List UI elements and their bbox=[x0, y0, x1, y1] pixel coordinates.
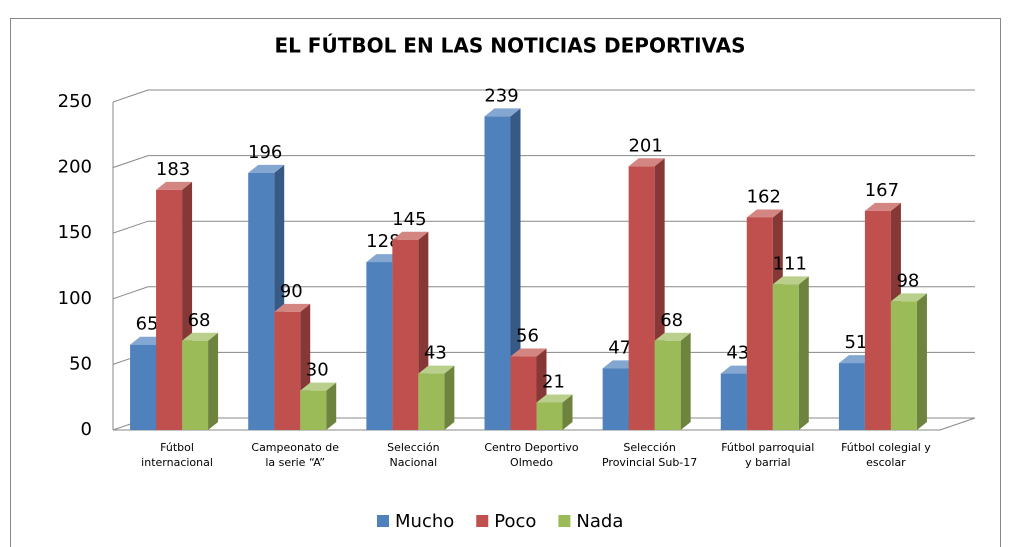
value-label: 90 bbox=[280, 281, 303, 302]
x-tick-label: Selección Nacional bbox=[387, 441, 440, 469]
legend-label: Nada bbox=[576, 511, 623, 532]
value-label: 167 bbox=[865, 180, 899, 201]
value-label: 196 bbox=[248, 142, 282, 163]
x-tick-label: Campeonato de la serie “A” bbox=[251, 441, 340, 469]
value-label: 43 bbox=[726, 343, 749, 364]
value-label: 43 bbox=[424, 343, 447, 364]
value-label: 183 bbox=[156, 159, 190, 180]
bar-top bbox=[890, 293, 927, 302]
bar-top bbox=[156, 181, 193, 190]
bar bbox=[536, 402, 563, 430]
bar-side bbox=[208, 332, 219, 430]
value-label: 65 bbox=[136, 314, 159, 335]
bar bbox=[720, 373, 747, 430]
value-label: 68 bbox=[188, 310, 211, 331]
bar-top bbox=[484, 108, 521, 117]
bar bbox=[130, 344, 157, 430]
bar-side bbox=[326, 382, 337, 430]
bar bbox=[248, 172, 275, 430]
bar bbox=[864, 210, 891, 430]
value-label: 145 bbox=[392, 209, 426, 230]
value-label: 162 bbox=[747, 186, 781, 207]
bar bbox=[772, 284, 799, 430]
x-tick-label: Fútbol colegial y escolar bbox=[841, 441, 931, 469]
bar-side bbox=[916, 293, 927, 430]
grid-line bbox=[112, 286, 975, 300]
bar bbox=[628, 166, 655, 430]
bar-side bbox=[510, 108, 521, 430]
bar bbox=[156, 189, 183, 430]
y-tick-label: 150 bbox=[58, 222, 92, 243]
value-label: 111 bbox=[773, 253, 807, 274]
bar-top bbox=[392, 231, 429, 240]
legend-swatch bbox=[476, 515, 489, 527]
bar bbox=[510, 356, 537, 430]
x-tick-label: Fútbol internacional bbox=[141, 441, 213, 469]
bar bbox=[838, 363, 865, 430]
bar-top bbox=[418, 365, 455, 374]
y-tick-label: 250 bbox=[58, 91, 92, 112]
value-label: 201 bbox=[628, 135, 662, 156]
grid-line bbox=[112, 155, 975, 169]
bar-top bbox=[510, 348, 547, 357]
bar-top bbox=[248, 164, 285, 173]
y-tick-label: 50 bbox=[69, 353, 92, 374]
value-label: 239 bbox=[484, 85, 518, 106]
x-tick-label: Selección Provincial Sub-17 bbox=[601, 441, 698, 469]
grid-line bbox=[112, 89, 975, 103]
bar bbox=[484, 116, 511, 430]
bar-side bbox=[444, 365, 455, 430]
value-label: 30 bbox=[306, 360, 329, 381]
value-label: 51 bbox=[844, 332, 867, 353]
bar-side bbox=[562, 394, 573, 430]
bar bbox=[300, 390, 327, 430]
bar bbox=[602, 368, 629, 430]
y-tick-label: 0 bbox=[81, 419, 92, 440]
floor-line bbox=[939, 417, 976, 431]
bar-top bbox=[274, 303, 311, 312]
bar-top bbox=[772, 276, 809, 285]
y-tick-label: 100 bbox=[58, 288, 92, 309]
legend-swatch bbox=[558, 515, 571, 527]
bar bbox=[890, 301, 917, 430]
bar bbox=[418, 373, 445, 430]
value-label: 98 bbox=[896, 270, 919, 291]
grid-line bbox=[112, 220, 975, 234]
value-label: 68 bbox=[660, 310, 683, 331]
bar-top bbox=[300, 382, 337, 391]
bar bbox=[746, 217, 773, 430]
bar-top bbox=[536, 394, 573, 403]
bar bbox=[392, 239, 419, 430]
value-label: 21 bbox=[542, 371, 565, 392]
value-label: 56 bbox=[516, 326, 539, 347]
bar-top bbox=[182, 332, 219, 341]
bar-side bbox=[798, 276, 809, 430]
legend-label: Mucho bbox=[395, 511, 454, 532]
bar bbox=[366, 262, 393, 430]
legend-swatch bbox=[377, 515, 389, 527]
legend-label: Poco bbox=[494, 511, 536, 532]
bar bbox=[654, 340, 681, 430]
bar-top bbox=[654, 332, 691, 341]
x-tick-label: Centro Deportivo Olmedo bbox=[484, 441, 579, 469]
y-tick-label: 200 bbox=[58, 157, 92, 178]
bar-side bbox=[680, 332, 691, 430]
bar bbox=[274, 311, 301, 430]
bar-top bbox=[864, 202, 901, 211]
bar-top bbox=[746, 209, 783, 218]
bar bbox=[182, 340, 209, 430]
x-tick-label: Fútbol parroquial y barrial bbox=[721, 441, 815, 469]
value-label: 128 bbox=[366, 231, 400, 252]
chart-title: EL FÚTBOL EN LAS NOTICIAS DEPORTIVAS bbox=[274, 34, 745, 58]
bar-top bbox=[628, 158, 665, 167]
value-label: 47 bbox=[608, 337, 631, 358]
